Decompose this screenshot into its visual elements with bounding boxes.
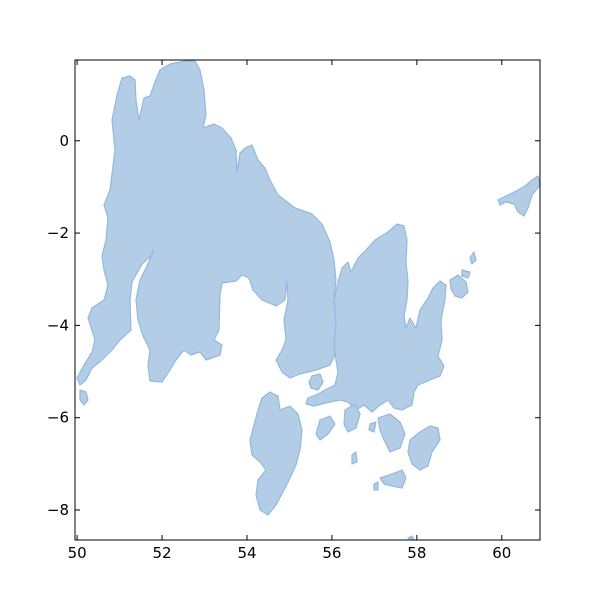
y-tick-label: −8 — [47, 501, 69, 519]
x-tick-label: 52 — [153, 544, 172, 562]
y-tick-label: 0 — [59, 132, 69, 150]
x-tick-label: 58 — [407, 544, 426, 562]
x-axis: 50 52 54 56 58 60 — [68, 60, 511, 562]
landmass-islet-sc-9 — [368, 421, 377, 433]
landmass-main-west — [76, 60, 339, 386]
landmass-islet-sc-6 — [379, 469, 407, 489]
landmass-islet-east-1 — [449, 274, 469, 299]
landmass-islet-east-far — [497, 175, 541, 217]
y-tick-label: −4 — [47, 316, 69, 334]
landmass-islet-east-2 — [469, 251, 477, 265]
landmass-islet-sc-10 — [407, 535, 415, 541]
y-tick-label: −6 — [47, 409, 69, 427]
x-tick-label: 60 — [492, 544, 511, 562]
x-tick-label: 54 — [237, 544, 256, 562]
landmass-islet-sc-4 — [377, 413, 406, 453]
landmass-islet-east-3 — [461, 269, 471, 279]
landmass-islet-sc-8 — [351, 451, 358, 465]
landmass-main-east — [305, 223, 447, 413]
landmass-islet-sc-3 — [343, 403, 361, 433]
landmass-islet-sc-7 — [373, 481, 379, 491]
landmass-islet-sc-2 — [315, 415, 336, 441]
landmass-islet-sc-1 — [308, 373, 324, 391]
landmass-islet-sc-5 — [407, 425, 441, 471]
landmass-group — [76, 60, 541, 541]
axes-frame — [74, 59, 541, 541]
x-tick-label: 50 — [68, 544, 87, 562]
landmass-south-island — [249, 391, 303, 516]
y-axis: 0 −2 −4 −6 −8 — [47, 132, 540, 519]
landmass-islet-west — [79, 389, 89, 406]
y-tick-label: −2 — [47, 224, 69, 242]
x-tick-label: 56 — [322, 544, 341, 562]
